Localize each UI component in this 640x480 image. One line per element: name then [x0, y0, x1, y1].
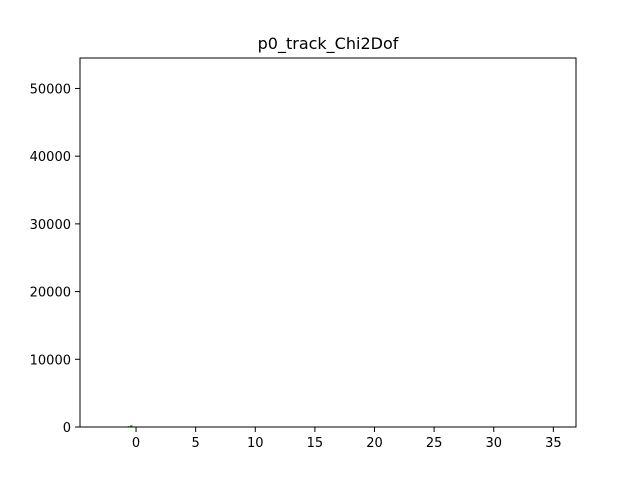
x-tick-label: 0	[132, 436, 140, 451]
y-tick-label: 30000	[30, 218, 71, 233]
chart-title: p0_track_Chi2Dof	[258, 34, 399, 54]
x-tick-label: 10	[247, 436, 264, 451]
y-tick-label: 40000	[30, 150, 71, 165]
x-axis: 0 5 10 15 20 25 30 35	[132, 427, 562, 451]
histogram-bar	[130, 425, 133, 427]
plot-frame	[79, 57, 577, 428]
y-tick-label: 10000	[30, 353, 71, 368]
x-tick-label: 20	[366, 436, 383, 451]
x-tick-label: 25	[426, 436, 443, 451]
y-tick-label: 50000	[30, 82, 71, 97]
y-axis: 0 10000 20000 30000 40000 50000	[30, 82, 80, 436]
x-tick-label: 5	[192, 436, 200, 451]
y-tick-label: 20000	[30, 286, 71, 301]
plot-background	[80, 58, 576, 427]
x-tick-label: 35	[545, 436, 562, 451]
y-tick-label: 0	[63, 421, 71, 436]
x-tick-label: 30	[485, 436, 502, 451]
x-tick-label: 15	[307, 436, 324, 451]
